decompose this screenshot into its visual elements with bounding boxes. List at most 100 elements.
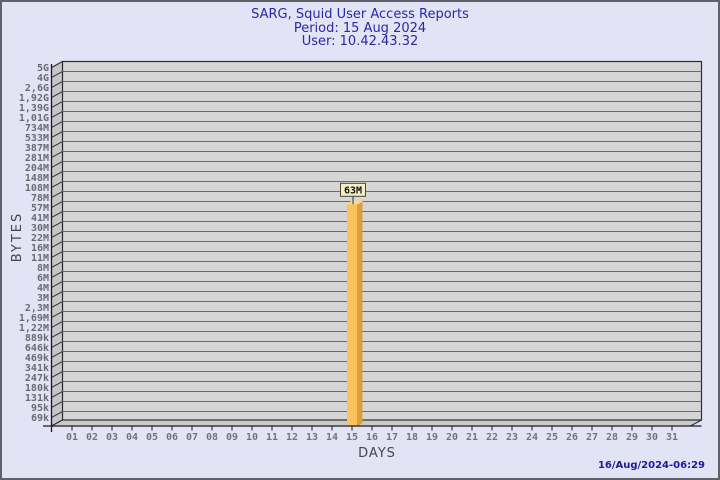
- y-tick-mark: [51, 121, 63, 128]
- y-tick-mark: [51, 381, 63, 388]
- y-tick-mark: [51, 261, 63, 268]
- x-tick-label: 08: [206, 432, 218, 443]
- y-tick-label: 22M: [31, 233, 49, 244]
- y-tick-mark: [51, 211, 63, 218]
- y-tick-label: 3M: [37, 293, 49, 304]
- x-tick-label: 16: [366, 432, 378, 443]
- y-tick-label: 469k: [25, 353, 49, 364]
- y-tick-label: 95k: [31, 403, 49, 414]
- y-tick-mark: [51, 191, 63, 198]
- y-tick-mark: [51, 141, 63, 148]
- x-tick-label: 31: [666, 432, 678, 443]
- y-tick-mark: [51, 101, 63, 108]
- y-tick-mark: [51, 131, 63, 138]
- x-tick-label: 06: [166, 432, 178, 443]
- x-tick-label: 11: [266, 432, 278, 443]
- y-tick-mark: [51, 321, 63, 328]
- y-tick-mark: [51, 291, 63, 298]
- y-tick-label: 30M: [31, 223, 49, 234]
- x-tick-label: 18: [406, 432, 418, 443]
- x-tick-label: 24: [526, 432, 538, 443]
- x-tick-label: 13: [306, 432, 318, 443]
- x-tick-label: 25: [546, 432, 558, 443]
- x-tick-label: 27: [586, 432, 598, 443]
- y-tick-mark: [51, 331, 63, 338]
- y-tick-label: 4G: [37, 73, 49, 84]
- y-tick-mark: [51, 251, 63, 258]
- y-tick-label: 889k: [25, 333, 49, 344]
- x-tick-label: 19: [426, 432, 438, 443]
- x-tick-label: 03: [106, 432, 118, 443]
- chart-floor: [51, 419, 702, 427]
- y-tick-label: 281M: [25, 153, 49, 164]
- y-tick-label: 41M: [31, 213, 49, 224]
- x-tick-label: 20: [446, 432, 458, 443]
- chart-user: User: 10.42.43.32: [301, 34, 419, 49]
- y-tick-label: 148M: [25, 173, 49, 184]
- y-tick-label: 204M: [25, 163, 49, 174]
- x-tick-label: 21: [466, 432, 478, 443]
- y-tick-mark: [51, 181, 63, 188]
- x-tick-label: 28: [606, 432, 618, 443]
- y-tick-label: 646k: [25, 343, 49, 354]
- y-tick-mark: [51, 361, 63, 368]
- y-tick-label: 387M: [25, 143, 49, 154]
- y-tick-mark: [51, 231, 63, 238]
- y-tick-label: 57M: [31, 203, 49, 214]
- y-tick-mark: [51, 301, 63, 308]
- generated-timestamp: 16/Aug/2024-06:29: [597, 460, 705, 471]
- y-tick-mark: [51, 411, 63, 418]
- x-tick-label: 12: [286, 432, 298, 443]
- y-tick-label: 734M: [25, 123, 49, 134]
- chart-period: Period: 15 Aug 2024: [293, 20, 427, 36]
- y-tick-label: 2,6G: [25, 83, 49, 94]
- chart-title: SARG, Squid User Access Reports: [251, 7, 469, 22]
- y-tick-mark: [51, 221, 63, 228]
- x-tick-label: 14: [326, 432, 338, 443]
- y-tick-label: 4M: [37, 283, 49, 294]
- x-tick-label: 10: [246, 432, 258, 443]
- y-tick-mark: [51, 111, 63, 118]
- y-tick-label: 108M: [25, 183, 49, 194]
- chart-header: SARG, Squid User Access Reports Period: …: [2, 8, 718, 49]
- x-axis-title: DAYS: [358, 446, 396, 461]
- y-tick-label: 78M: [31, 193, 49, 204]
- y-tick-mark: [51, 151, 63, 158]
- y-tick-mark: [51, 281, 63, 288]
- y-tick-mark: [51, 91, 63, 98]
- y-tick-mark: [51, 71, 63, 78]
- x-tick-label: 05: [146, 432, 158, 443]
- y-tick-label: 1,01G: [19, 113, 49, 124]
- y-tick-mark: [51, 171, 63, 178]
- y-tick-label: 16M: [31, 243, 49, 254]
- y-tick-mark: [51, 311, 63, 318]
- y-tick-mark: [51, 391, 63, 398]
- x-tick-label: 07: [186, 432, 198, 443]
- y-tick-label: 11M: [31, 253, 49, 264]
- bar-day-15: [347, 204, 357, 426]
- y-tick-mark: [51, 201, 63, 208]
- plot-area: [61, 60, 703, 421]
- y-tick-mark: [51, 351, 63, 358]
- y-tick-mark: [51, 81, 63, 88]
- y-tick-mark: [51, 271, 63, 278]
- x-tick-label: 26: [566, 432, 578, 443]
- y-tick-mark: [51, 241, 63, 248]
- x-tick-label: 17: [386, 432, 398, 443]
- x-tick-label: 04: [126, 432, 138, 443]
- y-axis-title: BYTES: [10, 211, 25, 263]
- x-tick-label: 15: [346, 432, 358, 443]
- y-tick-label: 2,3M: [25, 303, 49, 314]
- bar-side-face: [356, 200, 363, 427]
- y-tick-label: 1,39G: [19, 103, 49, 114]
- y-tick-label: 69k: [31, 413, 49, 424]
- y-tick-label: 341k: [25, 363, 49, 374]
- x-tick-label: 01: [66, 432, 78, 443]
- y-tick-label: 1,69M: [19, 313, 49, 324]
- y-tick-label: 5G: [37, 63, 49, 74]
- x-tick-label: 09: [226, 432, 238, 443]
- y-tick-mark: [51, 401, 63, 408]
- y-tick-label: 8M: [37, 263, 49, 274]
